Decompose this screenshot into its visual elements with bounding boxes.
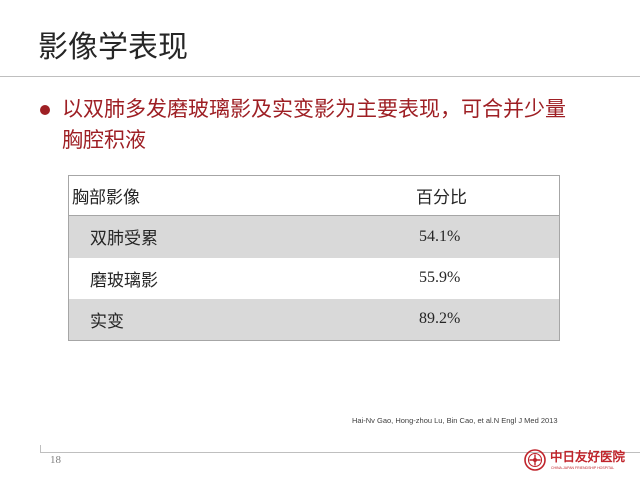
title-divider xyxy=(0,76,640,77)
bullet-dot-icon xyxy=(40,105,50,115)
imaging-findings-table: 胸部影像 百分比 双肺受累 54.1% 磨玻璃影 55.9% 实变 89.2% xyxy=(68,175,560,341)
column-header-percentage: 百分比 xyxy=(416,175,560,216)
row-label: 实变 xyxy=(90,311,124,331)
row-value: 55.9% xyxy=(419,269,461,286)
footer-divider xyxy=(40,452,640,453)
slide-title: 影像学表现 xyxy=(38,31,188,64)
table-row: 双肺受累 54.1% xyxy=(68,215,560,258)
row-label: 磨玻璃影 xyxy=(90,270,158,290)
table-row: 磨玻璃影 55.9% xyxy=(69,258,560,299)
hospital-emblem-icon xyxy=(524,449,546,471)
logo-name: 中日友好医院 xyxy=(550,449,626,464)
page-number: 18 xyxy=(50,454,61,466)
table-row: 实变 89.2% xyxy=(68,298,560,341)
row-value: 54.1% xyxy=(419,227,461,245)
bullet-line-2: 胸腔积液 xyxy=(62,129,146,152)
hospital-logo: 中日友好医院 CHINA-JAPAN FRIENDSHIP HOSPITAL xyxy=(524,447,628,475)
table-header-row: 胸部影像 百分比 xyxy=(68,175,560,216)
column-header-imaging: 胸部影像 xyxy=(68,175,416,216)
bullet-line-1: 以双肺多发磨玻璃影及实变影为主要表现，可合并少量 xyxy=(62,98,566,121)
row-label: 双肺受累 xyxy=(90,229,158,249)
citation: Hai-Nv Gao, Hong-zhou Lu, Bin Cao, et al… xyxy=(352,416,558,425)
footer-tick xyxy=(40,445,41,453)
row-value: 89.2% xyxy=(419,310,461,328)
bullet-text: 以双肺多发磨玻璃影及实变影为主要表现，可合并少量 胸腔积液 xyxy=(62,94,622,156)
logo-english-name: CHINA-JAPAN FRIENDSHIP HOSPITAL xyxy=(551,466,615,470)
